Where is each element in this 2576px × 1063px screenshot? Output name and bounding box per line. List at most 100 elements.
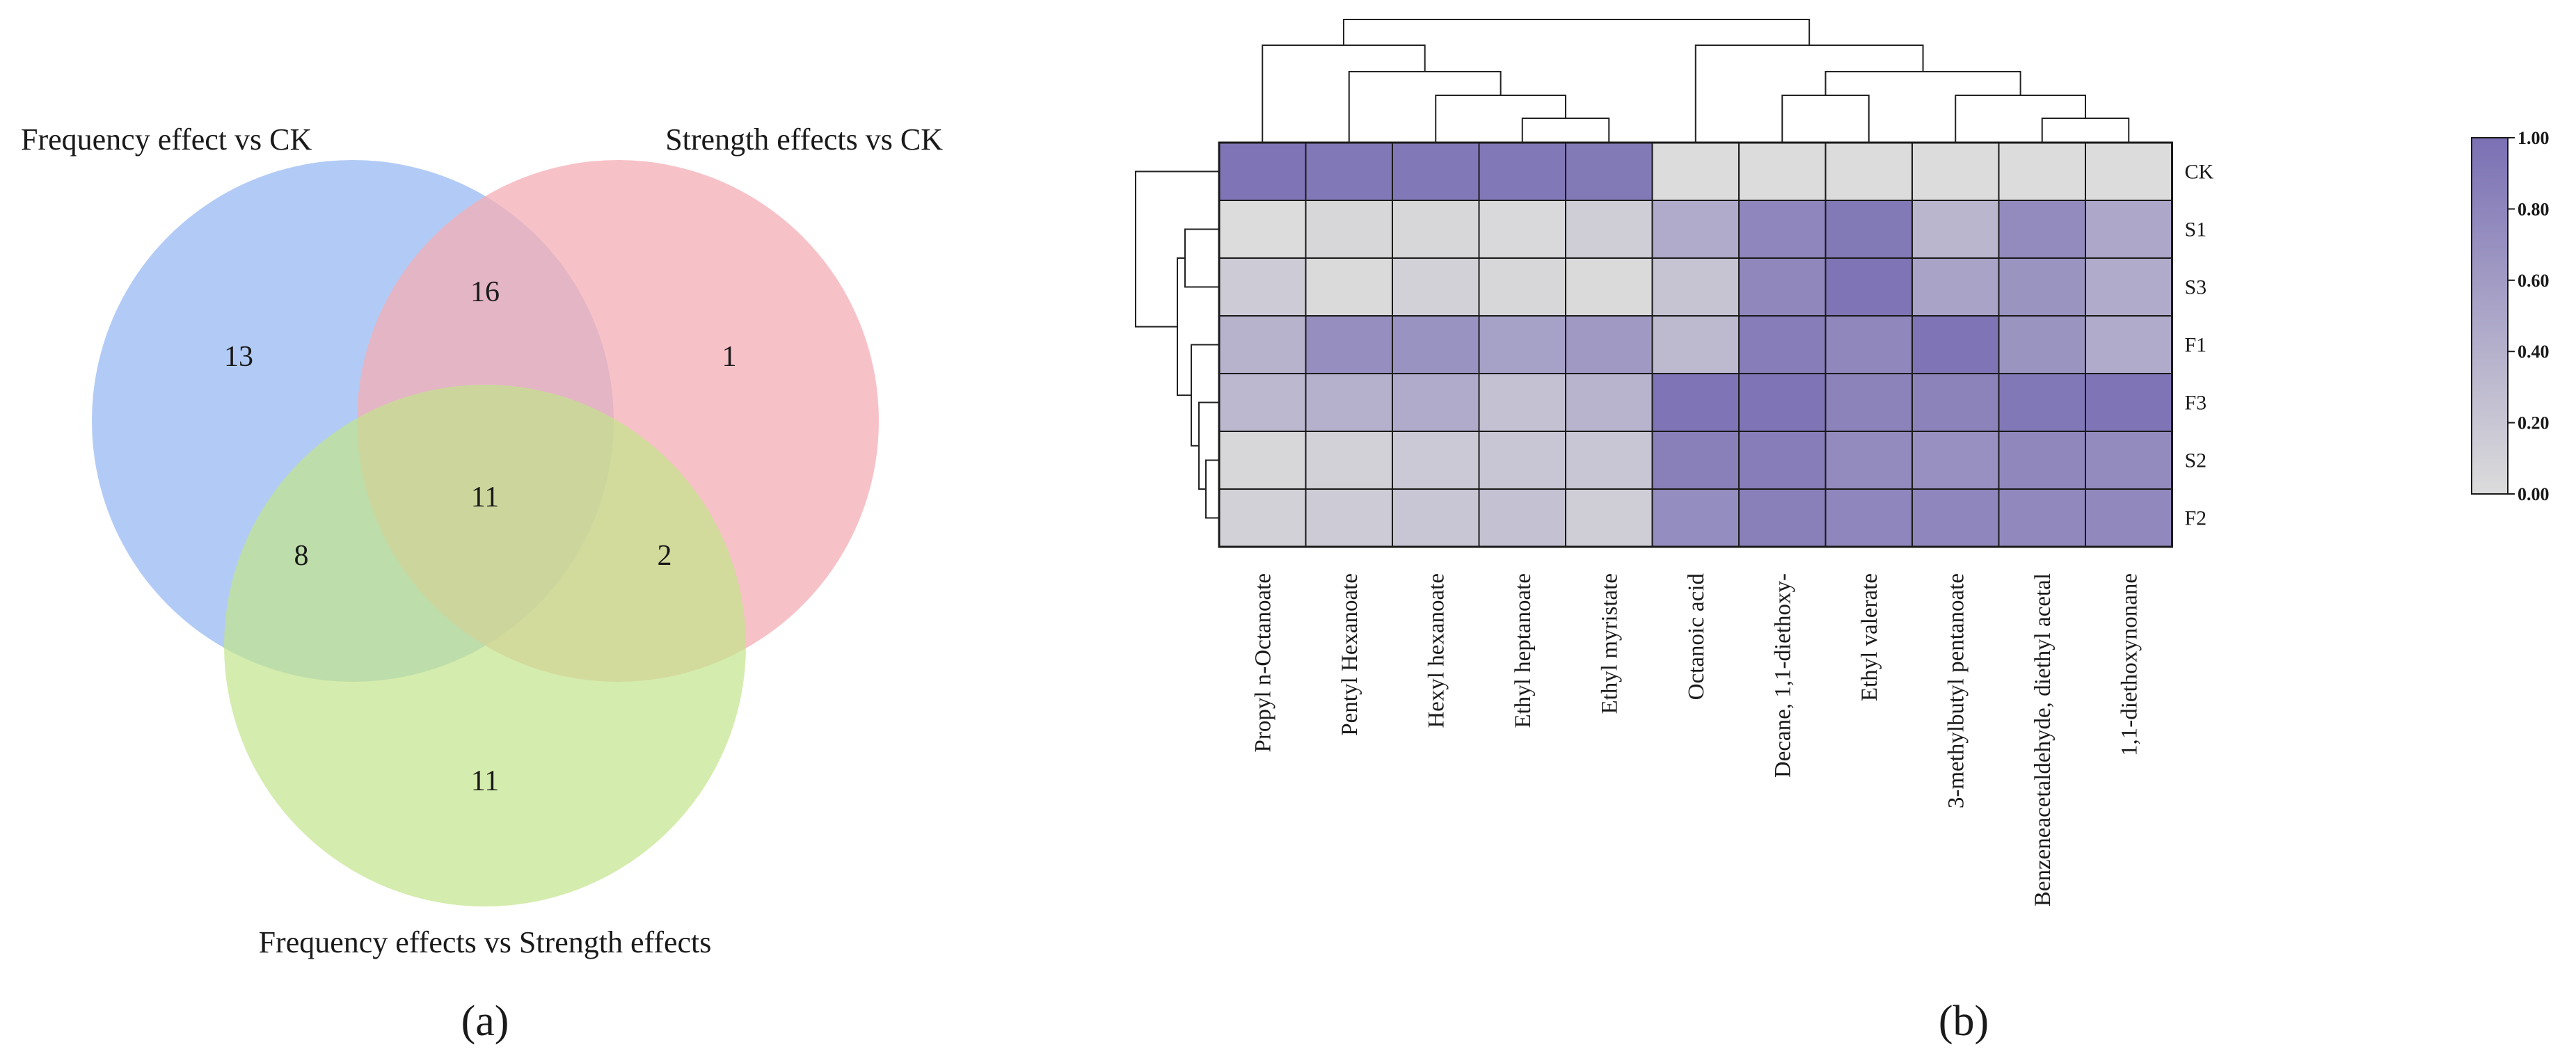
heatmap-cell	[1911, 257, 2000, 317]
heatmap-cell	[1911, 200, 2000, 259]
heatmap-chart: CK S1 S3 F1 F3 S2 F2 Propyl n-Octanoate Pentyl …	[1135, 19, 2550, 1045]
heatmap-cell	[1392, 200, 1480, 259]
panel-label-a: (a)	[461, 998, 509, 1045]
heatmap-column-label: Propyl n-Octanoate	[1250, 573, 1275, 753]
colorbar-tick-label: 0.60	[2518, 271, 2550, 291]
heatmap-cell	[1478, 142, 1566, 201]
column-dendrogram-root	[1342, 19, 1811, 45]
heatmap-cell	[1998, 200, 2086, 259]
heatmap-column-label: Octanoic acid	[1684, 573, 1709, 701]
heatmap-cell	[1565, 315, 1653, 374]
heatmap-cell	[1911, 431, 2000, 490]
heatmap-cell	[1998, 488, 2086, 548]
heatmap-cell	[1998, 431, 2086, 490]
panel-label-b: (b)	[1939, 998, 1989, 1045]
venn-diagram: Frequency effect vs CK Strength effects …	[21, 122, 943, 1045]
heatmap-cell	[1651, 257, 1740, 317]
heatmap-cell	[1738, 142, 1827, 201]
heatmap-cell	[1911, 315, 2000, 374]
heatmap-row-label: CK	[2185, 161, 2214, 184]
heatmap-cell	[1824, 142, 1913, 201]
heatmap-column-label: Ethyl heptanoate	[1511, 573, 1536, 728]
heatmap-column-label: Pentyl Hexanoate	[1337, 573, 1362, 736]
heatmap-cell	[1565, 142, 1653, 201]
heatmap-cell	[1478, 200, 1566, 259]
colorbar-tick-label: 0.80	[2518, 199, 2550, 219]
heatmap-cell	[2085, 488, 2173, 548]
heatmap-cell	[1305, 200, 1393, 259]
heatmap-cell	[1218, 257, 1307, 317]
heatmap-cell	[1305, 257, 1393, 317]
colorbar-gradient	[2471, 137, 2509, 495]
heatmap-cell	[1565, 200, 1653, 259]
heatmap-row-label: S2	[2185, 449, 2207, 472]
heatmap-cell	[1738, 431, 1827, 490]
heatmap-cell	[1478, 488, 1566, 548]
colorbar-tick-label: 1.00	[2518, 128, 2550, 148]
venn-count-bc: 2	[658, 540, 672, 572]
colorbar-tick-label: 0.40	[2518, 342, 2550, 362]
heatmap-cell	[1392, 373, 1480, 432]
heatmap-cell	[1565, 431, 1653, 490]
heatmap-cell	[1824, 257, 1913, 317]
row-dendrogram	[1135, 170, 1219, 519]
colorbar-tick-label: 0.00	[2518, 484, 2550, 504]
venn-count-c-only: 11	[471, 765, 499, 797]
venn-set-label-a: Frequency effect vs CK	[21, 122, 312, 157]
heatmap-cell	[1824, 200, 1913, 259]
heatmap-cell	[1478, 315, 1566, 374]
heatmap-cell	[1218, 488, 1307, 548]
heatmap-column-label: Hexyl hexanoate	[1424, 573, 1449, 728]
heatmap-cell	[1478, 431, 1566, 490]
heatmap-row-label: F1	[2185, 334, 2207, 357]
heatmap-column-label: 1,1-diethoxynonane	[2117, 573, 2142, 756]
heatmap-cell	[1392, 142, 1480, 201]
heatmap-cell	[1998, 373, 2086, 432]
heatmap-cell	[1738, 257, 1827, 317]
venn-count-b-only: 1	[722, 341, 737, 373]
heatmap-cell	[1651, 200, 1740, 259]
heatmap-cell	[1218, 200, 1307, 259]
heatmap-cell	[1998, 142, 2086, 201]
heatmap-row-label: S1	[2185, 218, 2207, 241]
heatmap-column-label: Ethyl myristate	[1597, 573, 1622, 714]
venn-count-abc: 11	[471, 481, 499, 513]
heatmap-cell	[1651, 488, 1740, 548]
row-dendrogram-root	[1135, 170, 1219, 328]
heatmap-cell	[1392, 431, 1480, 490]
heatmap-cell	[1824, 373, 1913, 432]
heatmap-cell	[1565, 373, 1653, 432]
heatmap-cell	[1998, 257, 2086, 317]
heatmap-cell	[1478, 373, 1566, 432]
heatmap-cell	[1218, 373, 1307, 432]
heatmap-cell	[1824, 315, 1913, 374]
heatmap-row-label: F2	[2185, 507, 2207, 530]
heatmap-cell	[1478, 257, 1566, 317]
venn-set-label-b: Strength effects vs CK	[665, 122, 943, 157]
heatmap-cell	[1392, 315, 1480, 374]
heatmap-frame	[1218, 141, 2173, 548]
venn-count-a-only: 13	[224, 341, 253, 373]
heatmap-cell	[2085, 373, 2173, 432]
heatmap-row-label: F3	[2185, 392, 2207, 415]
heatmap-cell	[1218, 431, 1307, 490]
heatmap-cell	[1651, 142, 1740, 201]
heatmap-cell	[1218, 142, 1307, 201]
heatmap-row-label: S3	[2185, 276, 2207, 299]
heatmap-cell	[1305, 142, 1393, 201]
heatmap-cell	[1305, 488, 1393, 548]
heatmap-cell	[1911, 488, 2000, 548]
venn-count-ac: 8	[294, 540, 309, 572]
heatmap-cell	[1738, 373, 1827, 432]
heatmap-cell	[1738, 315, 1827, 374]
heatmap-cell	[2085, 142, 2173, 201]
heatmap-cell	[2085, 431, 2173, 490]
heatmap-cell	[1651, 315, 1740, 374]
heatmap-cell	[1998, 315, 2086, 374]
heatmap-cell	[1305, 315, 1393, 374]
heatmap-cell	[1218, 315, 1307, 374]
heatmap-cell	[1824, 431, 1913, 490]
venn-set-label-c: Frequency effects vs Strength effects	[259, 925, 712, 959]
column-dendrogram	[1262, 19, 2130, 143]
